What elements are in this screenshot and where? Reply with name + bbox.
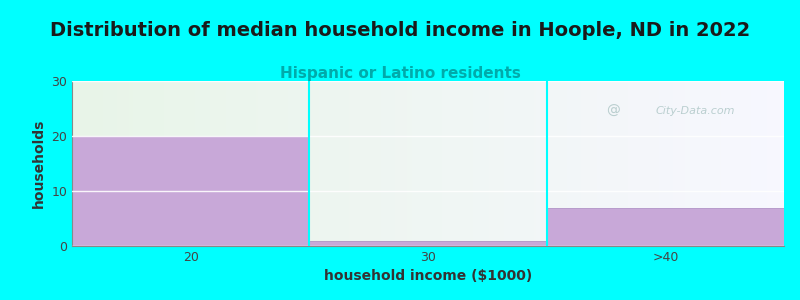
Bar bbox=[546, 208, 784, 246]
Text: @: @ bbox=[606, 104, 620, 118]
X-axis label: household income ($1000): household income ($1000) bbox=[324, 269, 532, 284]
Bar bbox=[72, 136, 310, 246]
Text: Hispanic or Latino residents: Hispanic or Latino residents bbox=[279, 66, 521, 81]
Y-axis label: households: households bbox=[32, 119, 46, 208]
Bar bbox=[310, 241, 546, 246]
Text: Distribution of median household income in Hoople, ND in 2022: Distribution of median household income … bbox=[50, 21, 750, 40]
Text: City-Data.com: City-Data.com bbox=[656, 106, 735, 116]
